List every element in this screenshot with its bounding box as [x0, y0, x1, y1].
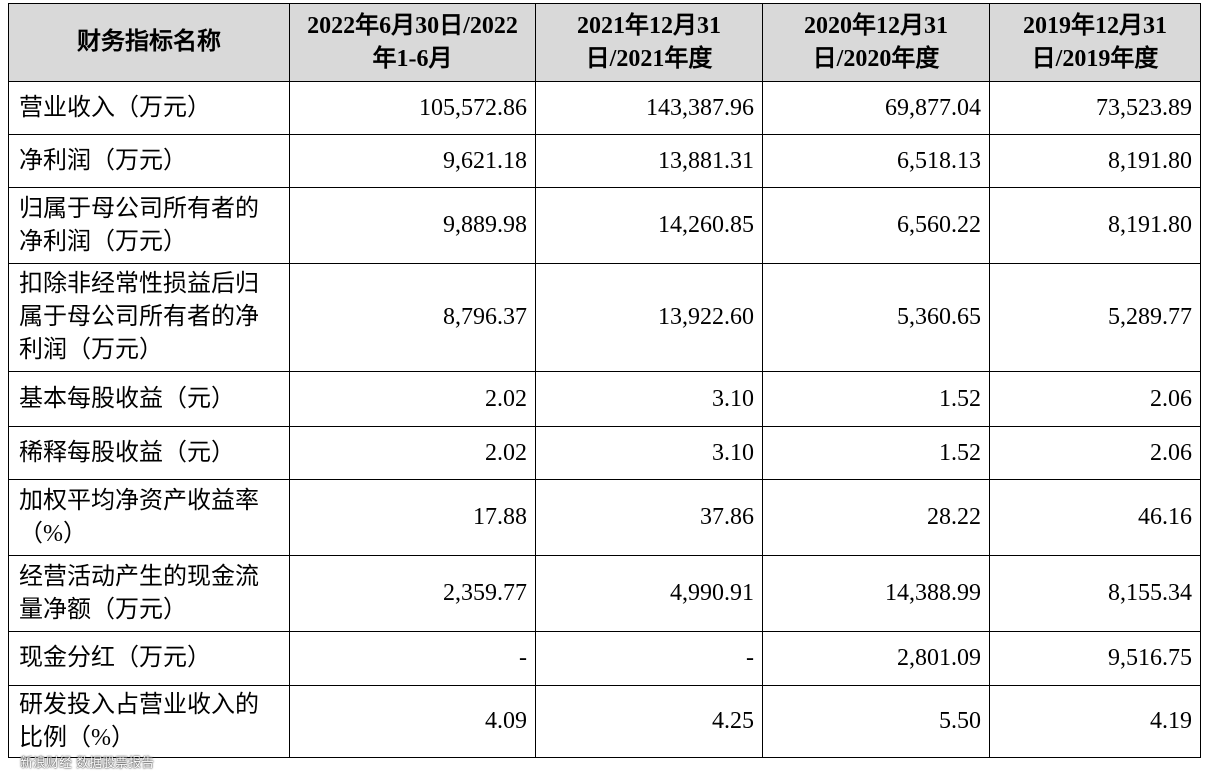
watermark-text: 新浪财经 数据股票报告	[20, 756, 155, 771]
value-cell: 9,889.98	[289, 187, 536, 264]
table-row: 营业收入（万元） 105,572.86 143,387.96 69,877.04…	[8, 81, 1201, 135]
row-label: 稀释每股收益（元）	[8, 426, 290, 480]
header-2021: 2021年12月31日/2021年度	[535, 3, 763, 82]
row-label: 研发投入占营业收入的比例（%）	[8, 685, 290, 758]
value-cell: -	[289, 631, 536, 686]
value-cell: 6,518.13	[762, 134, 990, 188]
table-row: 加权平均净资产收益率（%） 17.88 37.86 28.22 46.16	[8, 479, 1201, 556]
row-label: 经营活动产生的现金流量净额（万元）	[8, 555, 290, 632]
value-cell: 105,572.86	[289, 81, 536, 135]
value-cell: 143,387.96	[535, 81, 763, 135]
value-cell: 5.50	[762, 685, 990, 758]
value-cell: 8,191.80	[989, 134, 1201, 188]
value-cell: 9,516.75	[989, 631, 1201, 686]
value-cell: 69,877.04	[762, 81, 990, 135]
row-label: 加权平均净资产收益率（%）	[8, 479, 290, 556]
header-2019: 2019年12月31日/2019年度	[989, 3, 1201, 82]
value-cell: 8,191.80	[989, 187, 1201, 264]
value-cell: 4.25	[535, 685, 763, 758]
value-cell: 14,388.99	[762, 555, 990, 632]
value-cell: 2.06	[989, 371, 1201, 427]
value-cell: 37.86	[535, 479, 763, 556]
header-2022-h1: 2022年6月30日/2022年1-6月	[289, 3, 536, 82]
value-cell: 6,560.22	[762, 187, 990, 264]
value-cell: 14,260.85	[535, 187, 763, 264]
value-cell: 5,360.65	[762, 263, 990, 372]
table-row: 扣除非经常性损益后归属于母公司所有者的净利润（万元） 8,796.37 13,9…	[8, 263, 1201, 372]
value-cell: 4.09	[289, 685, 536, 758]
table-row: 基本每股收益（元） 2.02 3.10 1.52 2.06	[8, 371, 1201, 427]
value-cell: 2,359.77	[289, 555, 536, 632]
value-cell: 1.52	[762, 426, 990, 480]
row-label: 净利润（万元）	[8, 134, 290, 188]
value-cell: 2.02	[289, 371, 536, 427]
value-cell: 73,523.89	[989, 81, 1201, 135]
table-row: 净利润（万元） 9,621.18 13,881.31 6,518.13 8,19…	[8, 134, 1201, 188]
value-cell: 2.06	[989, 426, 1201, 480]
table-header-row: 财务指标名称 2022年6月30日/2022年1-6月 2021年12月31日/…	[8, 3, 1201, 82]
table-row: 现金分红（万元） - - 2,801.09 9,516.75	[8, 631, 1201, 686]
value-cell: 28.22	[762, 479, 990, 556]
value-cell: 5,289.77	[989, 263, 1201, 372]
row-label: 营业收入（万元）	[8, 81, 290, 135]
value-cell: 9,621.18	[289, 134, 536, 188]
financial-indicators-table: 财务指标名称 2022年6月30日/2022年1-6月 2021年12月31日/…	[8, 3, 1201, 758]
value-cell: 4.19	[989, 685, 1201, 758]
value-cell: -	[535, 631, 763, 686]
value-cell: 3.10	[535, 426, 763, 480]
table-row: 归属于母公司所有者的净利润（万元） 9,889.98 14,260.85 6,5…	[8, 187, 1201, 264]
table-row: 稀释每股收益（元） 2.02 3.10 1.52 2.06	[8, 426, 1201, 480]
value-cell: 13,922.60	[535, 263, 763, 372]
value-cell: 8,796.37	[289, 263, 536, 372]
row-label: 现金分红（万元）	[8, 631, 290, 686]
row-label: 扣除非经常性损益后归属于母公司所有者的净利润（万元）	[8, 263, 290, 372]
value-cell: 1.52	[762, 371, 990, 427]
value-cell: 17.88	[289, 479, 536, 556]
value-cell: 13,881.31	[535, 134, 763, 188]
table-row: 研发投入占营业收入的比例（%） 4.09 4.25 5.50 4.19	[8, 685, 1201, 758]
value-cell: 3.10	[535, 371, 763, 427]
value-cell: 8,155.34	[989, 555, 1201, 632]
row-label: 基本每股收益（元）	[8, 371, 290, 427]
value-cell: 46.16	[989, 479, 1201, 556]
header-indicator-name: 财务指标名称	[8, 3, 290, 82]
value-cell: 2,801.09	[762, 631, 990, 686]
table-row: 经营活动产生的现金流量净额（万元） 2,359.77 4,990.91 14,3…	[8, 555, 1201, 632]
row-label: 归属于母公司所有者的净利润（万元）	[8, 187, 290, 264]
value-cell: 4,990.91	[535, 555, 763, 632]
value-cell: 2.02	[289, 426, 536, 480]
header-2020: 2020年12月31日/2020年度	[762, 3, 990, 82]
